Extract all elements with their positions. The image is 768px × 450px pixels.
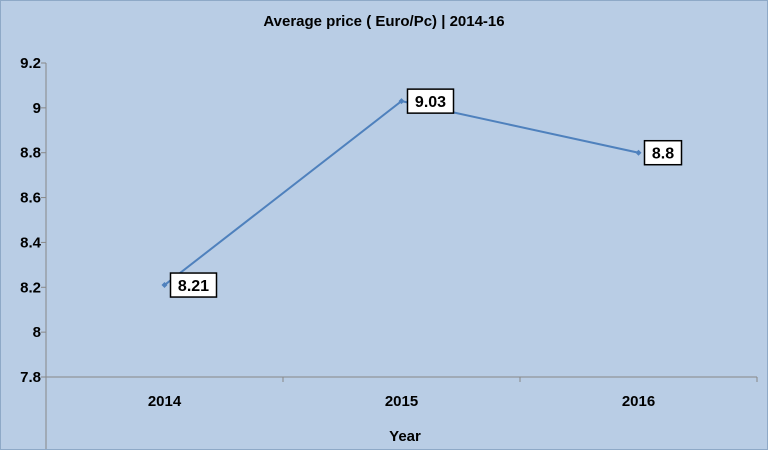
x-tick-label: 2014 xyxy=(148,393,182,410)
x-axis-title: Year xyxy=(389,428,421,445)
y-tick-label: 8.4 xyxy=(20,234,42,251)
data-label: 8.21 xyxy=(178,278,209,295)
series-line xyxy=(163,100,639,286)
chart-title: Average price ( Euro/Pc) | 2014-16 xyxy=(263,13,504,30)
y-tick-label: 8.6 xyxy=(20,190,41,207)
y-tick-label: 9.2 xyxy=(20,55,41,72)
data-label: 9.03 xyxy=(415,94,446,111)
x-axis: 2014 2015 2016 xyxy=(45,376,758,410)
y-tick-label: 8.2 xyxy=(20,279,41,296)
data-label-box xyxy=(406,88,455,114)
series-layer xyxy=(161,98,642,289)
data-label-box xyxy=(643,139,683,166)
y-tick-label: 8 xyxy=(33,324,41,341)
data-point xyxy=(398,98,405,105)
y-axis: 7.8 8 8.2 8.4 8.6 8.8 9 9.2 xyxy=(20,55,47,449)
y-tick-label: 9 xyxy=(33,100,41,117)
data-label-box xyxy=(169,272,218,298)
x-tick-label: 2015 xyxy=(385,393,418,410)
data-labels: 8.21 9.03 8.8 xyxy=(169,88,683,298)
data-point xyxy=(161,282,168,289)
y-tick-label: 8.8 xyxy=(20,145,41,162)
data-label: 8.8 xyxy=(652,146,674,163)
y-tick-label: 7.8 xyxy=(20,369,41,386)
x-tick-label: 2016 xyxy=(622,393,655,410)
data-point xyxy=(635,149,642,156)
